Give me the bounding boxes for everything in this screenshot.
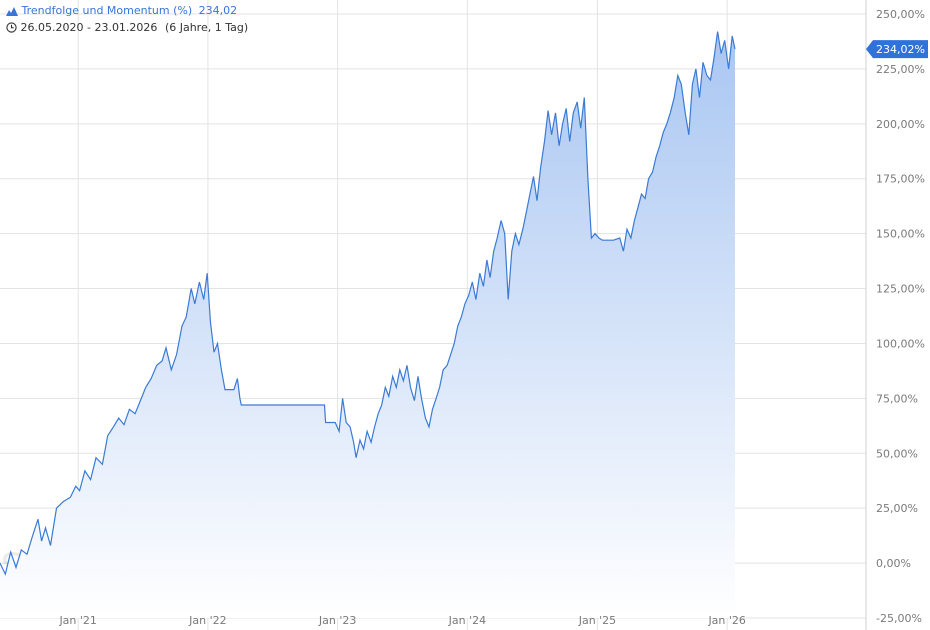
- last-value-badge: 234,02%: [866, 40, 928, 59]
- last-value-badge-shape: [866, 40, 928, 59]
- clock-icon: [6, 22, 17, 33]
- x-axis: Jan '21 Jan '22 Jan '23 Jan '24 Jan '25 Jan '…: [58, 614, 745, 627]
- y-axis: 250,00% 225,00% 200,00% 175,00% 150,00% 125,0…: [876, 8, 925, 625]
- x-tick-label: Jan '23: [318, 614, 356, 627]
- y-tick-label: 175,00%: [876, 173, 925, 186]
- x-tick-label: Jan '22: [188, 614, 226, 627]
- y-tick-label: 50,00%: [876, 447, 918, 460]
- x-tick-label: Jan '24: [448, 614, 486, 627]
- last-value-badge-text: 234,02%: [876, 43, 925, 56]
- date-range: 26.05.2020 - 23.01.2026: [20, 21, 158, 34]
- y-tick-label: 25,00%: [876, 502, 918, 515]
- y-tick-label: -25,00%: [876, 612, 922, 625]
- series-line: [0, 31, 736, 576]
- y-tick-label: 0,00%: [876, 557, 911, 570]
- x-tick-label: Jan '21: [58, 614, 96, 627]
- series-last-value: 234,02: [198, 4, 238, 17]
- x-tick-label: Jan '25: [578, 614, 616, 627]
- series-area: [0, 31, 735, 619]
- y-tick-label: 200,00%: [876, 118, 925, 131]
- y-tick-label: 75,00%: [876, 392, 918, 405]
- series-header: Trendfolge und Momentum (%) 234,02: [6, 4, 237, 17]
- series-label: Trendfolge und Momentum (%): [21, 4, 193, 17]
- range-detail: (6 Jahre, 1 Tag): [164, 21, 249, 34]
- y-tick-label: 225,00%: [876, 63, 925, 76]
- y-tick-label: 100,00%: [876, 337, 925, 350]
- x-tick-label: Jan '26: [707, 614, 745, 627]
- mountain-chart-icon: [6, 7, 18, 16]
- y-tick-label: 125,00%: [876, 283, 925, 296]
- y-tick-label: 150,00%: [876, 228, 925, 241]
- y-tick-label: 250,00%: [876, 8, 925, 21]
- range-header: 26.05.2020 - 23.01.2026 (6 Jahre, 1 Tag): [6, 21, 248, 34]
